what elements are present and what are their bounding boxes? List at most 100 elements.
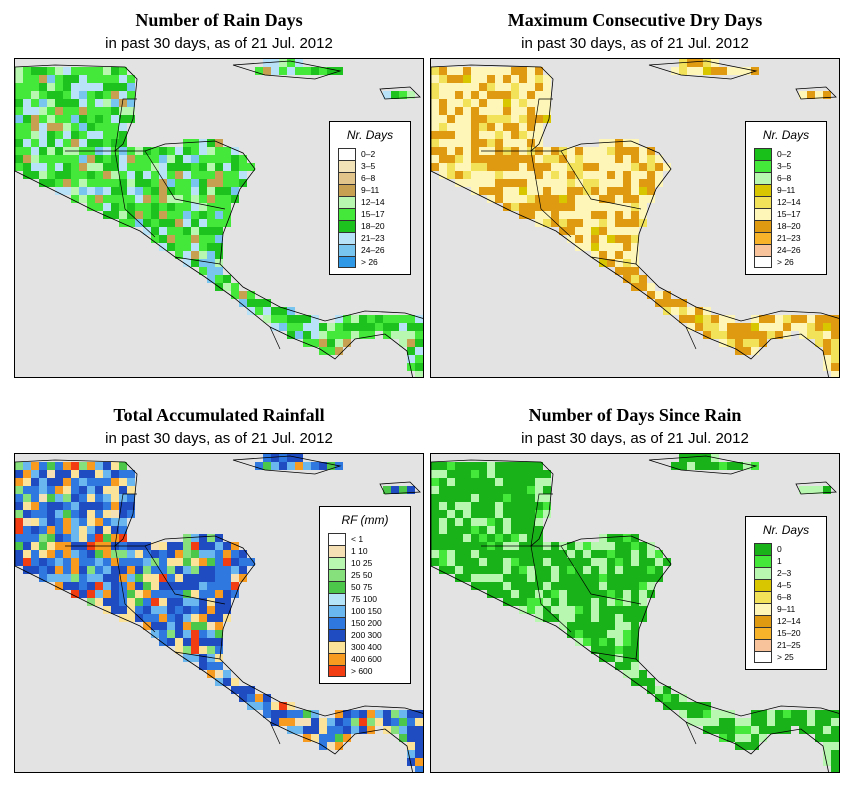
grid-cell bbox=[303, 67, 311, 75]
grid-cell bbox=[415, 363, 423, 371]
grid-cell bbox=[623, 147, 631, 155]
grid-cell bbox=[215, 606, 223, 614]
grid-cell bbox=[63, 574, 71, 582]
grid-cell bbox=[495, 582, 503, 590]
grid-cell bbox=[799, 91, 807, 99]
legend-item: 0–2 bbox=[338, 148, 402, 160]
grid-cell bbox=[431, 91, 439, 99]
grid-cell bbox=[583, 582, 591, 590]
grid-cell bbox=[479, 155, 487, 163]
grid-cell bbox=[583, 558, 591, 566]
grid-cell bbox=[471, 139, 479, 147]
grid-cell bbox=[119, 486, 127, 494]
grid-cell bbox=[455, 179, 463, 187]
grid-cell bbox=[159, 163, 167, 171]
grid-cell bbox=[199, 566, 207, 574]
grid-cell bbox=[535, 614, 543, 622]
grid-cell bbox=[471, 91, 479, 99]
grid-cell bbox=[735, 734, 743, 742]
grid-cell bbox=[207, 139, 215, 147]
grid-cell bbox=[127, 195, 135, 203]
grid-cell bbox=[183, 574, 191, 582]
grid-cell bbox=[127, 99, 135, 107]
grid-cell bbox=[431, 83, 439, 91]
grid-cell bbox=[535, 566, 543, 574]
grid-cell bbox=[599, 558, 607, 566]
grid-cell bbox=[615, 662, 623, 670]
grid-cell bbox=[447, 75, 455, 83]
grid-cell bbox=[599, 638, 607, 646]
grid-cell bbox=[599, 163, 607, 171]
grid-cell bbox=[615, 614, 623, 622]
grid-cell bbox=[607, 163, 615, 171]
grid-cell bbox=[231, 686, 239, 694]
grid-cell bbox=[631, 622, 639, 630]
grid-cell bbox=[39, 67, 47, 75]
grid-cell bbox=[687, 454, 695, 462]
grid-cell bbox=[199, 171, 207, 179]
grid-cell bbox=[383, 91, 391, 99]
grid-cell bbox=[639, 275, 647, 283]
grid-cell bbox=[151, 598, 159, 606]
grid-cell bbox=[183, 171, 191, 179]
grid-cell bbox=[471, 518, 479, 526]
grid-cell bbox=[71, 462, 79, 470]
grid-cell bbox=[407, 339, 415, 347]
grid-cell bbox=[207, 654, 215, 662]
grid-cell bbox=[311, 331, 319, 339]
grid-cell bbox=[447, 470, 455, 478]
grid-cell bbox=[503, 550, 511, 558]
grid-cell bbox=[63, 139, 71, 147]
grid-cell bbox=[191, 598, 199, 606]
grid-cell bbox=[175, 211, 183, 219]
grid-cell bbox=[615, 566, 623, 574]
grid-cell bbox=[103, 171, 111, 179]
grid-cell bbox=[159, 195, 167, 203]
grid-cell bbox=[495, 91, 503, 99]
grid-cell bbox=[135, 614, 143, 622]
grid-cell bbox=[439, 486, 447, 494]
grid-cell bbox=[383, 710, 391, 718]
grid-cell bbox=[207, 163, 215, 171]
grid-cell bbox=[95, 462, 103, 470]
grid-cell bbox=[135, 179, 143, 187]
grid-cell bbox=[583, 598, 591, 606]
grid-cell bbox=[95, 494, 103, 502]
grid-cell bbox=[431, 486, 439, 494]
grid-cell bbox=[743, 742, 751, 750]
legend-item: 0–2 bbox=[754, 148, 818, 160]
grid-cell bbox=[287, 702, 295, 710]
grid-cell bbox=[167, 614, 175, 622]
grid-cell bbox=[639, 598, 647, 606]
grid-cell bbox=[15, 486, 23, 494]
grid-cell bbox=[63, 99, 71, 107]
grid-cell bbox=[543, 155, 551, 163]
grid-cell bbox=[623, 163, 631, 171]
grid-cell bbox=[535, 478, 543, 486]
grid-cell bbox=[111, 75, 119, 83]
grid-cell bbox=[103, 179, 111, 187]
grid-cell bbox=[535, 115, 543, 123]
grid-cell bbox=[599, 542, 607, 550]
grid-cell bbox=[47, 558, 55, 566]
grid-cell bbox=[95, 550, 103, 558]
grid-cell bbox=[447, 502, 455, 510]
legend: Nr. Days 0 1 2–3 4–5 6–8 9–11 12–14 15–20 21–25 >… bbox=[745, 516, 827, 670]
grid-cell bbox=[607, 590, 615, 598]
grid-cell bbox=[535, 502, 543, 510]
grid-cell bbox=[119, 598, 127, 606]
grid-cell bbox=[647, 558, 655, 566]
grid-cell bbox=[647, 686, 655, 694]
grid-cell bbox=[47, 163, 55, 171]
grid-cell bbox=[127, 550, 135, 558]
grid-cell bbox=[455, 147, 463, 155]
legend-swatch bbox=[328, 545, 346, 557]
grid-cell bbox=[439, 470, 447, 478]
grid-cell bbox=[575, 574, 583, 582]
grid-cell bbox=[103, 462, 111, 470]
legend-item: 15–17 bbox=[754, 208, 818, 220]
grid-cell bbox=[431, 534, 439, 542]
grid-cell bbox=[63, 107, 71, 115]
grid-cell bbox=[623, 179, 631, 187]
grid-cell bbox=[487, 526, 495, 534]
